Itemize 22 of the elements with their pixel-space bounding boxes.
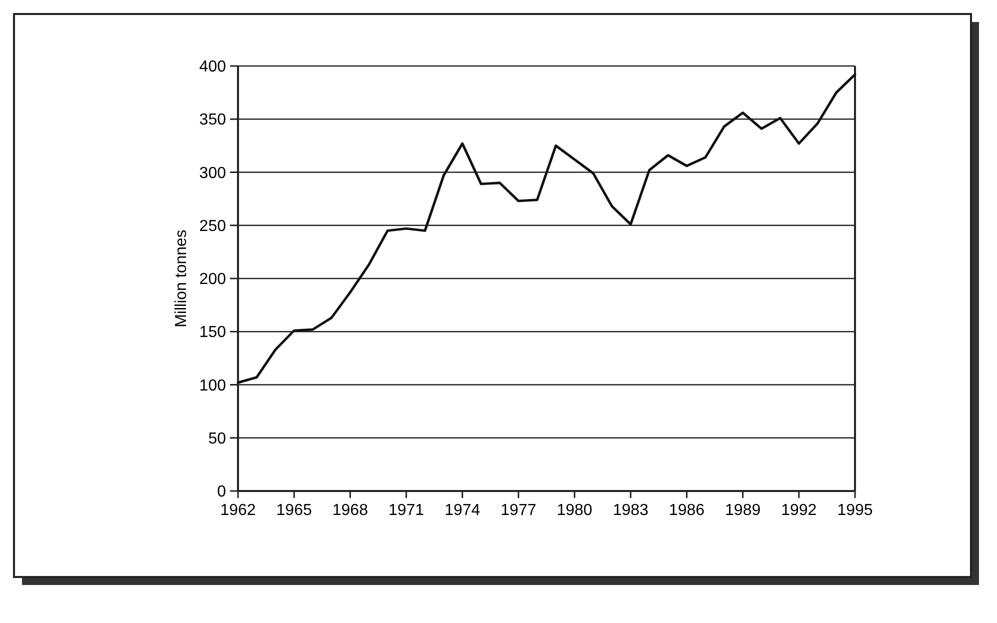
x-tick-label: 1974: [444, 502, 480, 519]
y-tick-label: 350: [199, 112, 226, 129]
x-tick-label: 1992: [781, 502, 817, 519]
x-tick-label: 1962: [220, 502, 256, 519]
y-tick-label: 200: [199, 271, 226, 288]
x-tick-label: 1980: [556, 502, 592, 519]
x-tick-label: 1965: [276, 502, 312, 519]
x-tick-label: 1995: [837, 502, 873, 519]
x-tick-label: 1977: [500, 502, 536, 519]
y-tick-label: 50: [208, 430, 226, 448]
y-tick-label: 400: [199, 58, 226, 76]
x-tick-label: 1968: [332, 502, 368, 519]
y-axis-title: Million tonnes: [173, 230, 190, 328]
x-tick-label: 1971: [388, 502, 424, 519]
y-tick-label: 300: [199, 164, 226, 182]
x-tick-label: 1986: [668, 502, 705, 519]
y-tick-label: 150: [199, 324, 226, 342]
y-tick-label: 0: [217, 484, 226, 501]
x-tick-label: 1983: [612, 502, 649, 519]
y-tick-label: 250: [199, 218, 226, 235]
x-tick-label: 1989: [725, 502, 761, 519]
y-tick-label: 100: [199, 377, 226, 394]
